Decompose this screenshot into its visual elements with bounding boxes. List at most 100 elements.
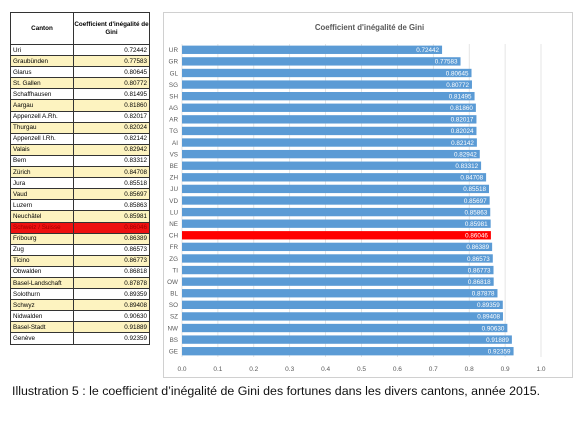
x-tick-label: 0.2: [249, 366, 258, 373]
y-category-label: FR: [170, 244, 179, 251]
x-tick-label: 1.0: [536, 366, 545, 373]
gini-value-cell: 0.82942: [73, 143, 150, 156]
table-row: Schwyz 0.89408: [10, 299, 150, 312]
gini-value-cell: 0.82024: [73, 121, 150, 134]
gini-value-cell: 0.91889: [73, 321, 150, 334]
gini-value-cell: 0.87878: [73, 276, 150, 290]
bar-so: [182, 300, 503, 310]
bar-value-label: 0.89408: [477, 314, 500, 321]
y-category-label: UR: [169, 47, 179, 54]
canton-name-cell: Ticino: [10, 254, 74, 267]
canton-name-cell: Valais: [10, 143, 74, 156]
x-tick-label: 0.8: [465, 366, 474, 373]
table-row: Valais 0.82942: [10, 143, 150, 156]
table-row: Neuchâtel 0.85981: [10, 210, 150, 223]
bar-bl: [182, 289, 498, 298]
x-tick-label: 0.0: [177, 366, 186, 373]
bar-lu: [182, 207, 491, 217]
table-row: Glarus 0.80645: [10, 66, 150, 79]
bar-value-label: 0.86773: [468, 267, 491, 274]
table-row: Appenzell A.Rh. 0.82017: [10, 110, 150, 123]
table-header-row: Canton Coefficient d'inégalité de Gini: [10, 12, 150, 45]
canton-name-cell: Basel-Stadt: [10, 321, 74, 334]
bar-value-label: 0.82142: [451, 140, 474, 147]
bar-zg: [182, 254, 493, 263]
bar-value-label: 0.84708: [460, 175, 483, 182]
bar-value-label: 0.85518: [463, 186, 486, 193]
gini-value-cell: 0.80772: [73, 77, 150, 90]
gini-value-cell: 0.89408: [73, 299, 150, 312]
bar-ai: [182, 138, 477, 147]
bar-value-label: 0.86573: [467, 256, 490, 263]
canton-name-cell: Appenzell A.Rh.: [10, 110, 74, 123]
bar-sh: [182, 91, 475, 101]
bar-ti: [182, 265, 494, 275]
canton-name-cell: Genève: [10, 332, 74, 345]
bar-bs: [182, 335, 512, 344]
canton-name-cell: Zürich: [10, 166, 74, 179]
y-category-label: GR: [169, 59, 179, 66]
canton-name-cell: Fribourg: [10, 232, 74, 245]
bar-ag: [182, 103, 476, 112]
table-row: Jura 0.85518: [10, 177, 150, 190]
gini-value-cell: 0.85863: [73, 199, 150, 212]
figure-caption: Illustration 5 : le coefficient d’inégal…: [12, 384, 541, 398]
bar-value-label: 0.92359: [488, 349, 511, 356]
gini-value-cell: 0.72442: [73, 43, 150, 57]
y-category-label: JU: [170, 186, 178, 193]
table-row: Aargau 0.81860: [10, 99, 150, 112]
y-category-label: TI: [172, 267, 178, 274]
y-category-label: BL: [170, 291, 178, 298]
y-category-label: VD: [169, 198, 178, 205]
y-category-label: TG: [169, 128, 178, 135]
table-row: Fribourg 0.86389: [10, 232, 150, 245]
bar-value-label: 0.90630: [482, 325, 505, 332]
bar-value-label: 0.86046: [465, 233, 488, 240]
y-category-label: SZ: [170, 314, 178, 321]
x-tick-label: 0.1: [213, 366, 222, 373]
table-row: Basel-Landschaft 0.87878: [10, 276, 150, 290]
table-row: Solothurn 0.89359: [10, 288, 150, 301]
gini-value-cell: 0.82017: [73, 110, 150, 123]
table-row: Vaud 0.85697: [10, 188, 150, 201]
y-category-label: SG: [169, 82, 178, 89]
table-row: Genève 0.92359: [10, 332, 150, 345]
table-row: Appenzell I.Rh. 0.82142: [10, 132, 150, 145]
table-row: St. Gallen 0.80772: [10, 77, 150, 90]
gini-table: Canton Coefficient d'inégalité de Gini U…: [10, 12, 150, 345]
table-row: Graubünden 0.77583: [10, 55, 150, 68]
gini-value-cell: 0.85697: [73, 188, 150, 201]
bar-value-label: 0.80772: [446, 82, 469, 89]
canton-name-cell: Graubünden: [10, 55, 74, 68]
table-row: Zug 0.86573: [10, 243, 150, 256]
bar-be: [182, 161, 482, 170]
bar-value-label: 0.86389: [466, 244, 489, 251]
y-category-label: NW: [168, 325, 179, 332]
canton-name-cell: Uri: [10, 43, 74, 57]
table-row: Schaffhausen 0.81495: [10, 88, 150, 101]
y-category-label: SH: [169, 93, 178, 100]
gini-value-cell: 0.86773: [73, 254, 150, 267]
x-tick-label: 0.4: [321, 366, 330, 373]
canton-name-cell: Luzern: [10, 199, 74, 212]
bar-value-label: 0.82942: [454, 151, 477, 158]
canton-name-cell: Appenzell I.Rh.: [10, 132, 74, 145]
canton-name-cell: Zug: [10, 243, 74, 256]
bar-value-label: 0.81495: [449, 93, 472, 100]
bar-value-label: 0.83312: [455, 163, 478, 170]
y-category-label: VS: [170, 151, 178, 158]
table-row: Nidwalden 0.90630: [10, 310, 150, 323]
canton-name-cell: Schweiz / Suisse: [10, 221, 74, 234]
table-row: Schweiz / Suisse 0.86046: [10, 221, 150, 234]
y-category-label: AR: [169, 117, 178, 124]
bar-sz: [182, 312, 503, 321]
bar-value-label: 0.77583: [435, 59, 458, 66]
gini-value-cell: 0.84708: [73, 166, 150, 179]
y-category-label: OW: [167, 279, 178, 286]
x-tick-label: 0.7: [429, 366, 438, 373]
bar-value-label: 0.87878: [472, 291, 495, 298]
gini-value-cell: 0.90630: [73, 310, 150, 323]
bar-fr: [182, 242, 493, 252]
y-category-label: NE: [169, 221, 178, 228]
canton-name-cell: Bern: [10, 154, 74, 168]
